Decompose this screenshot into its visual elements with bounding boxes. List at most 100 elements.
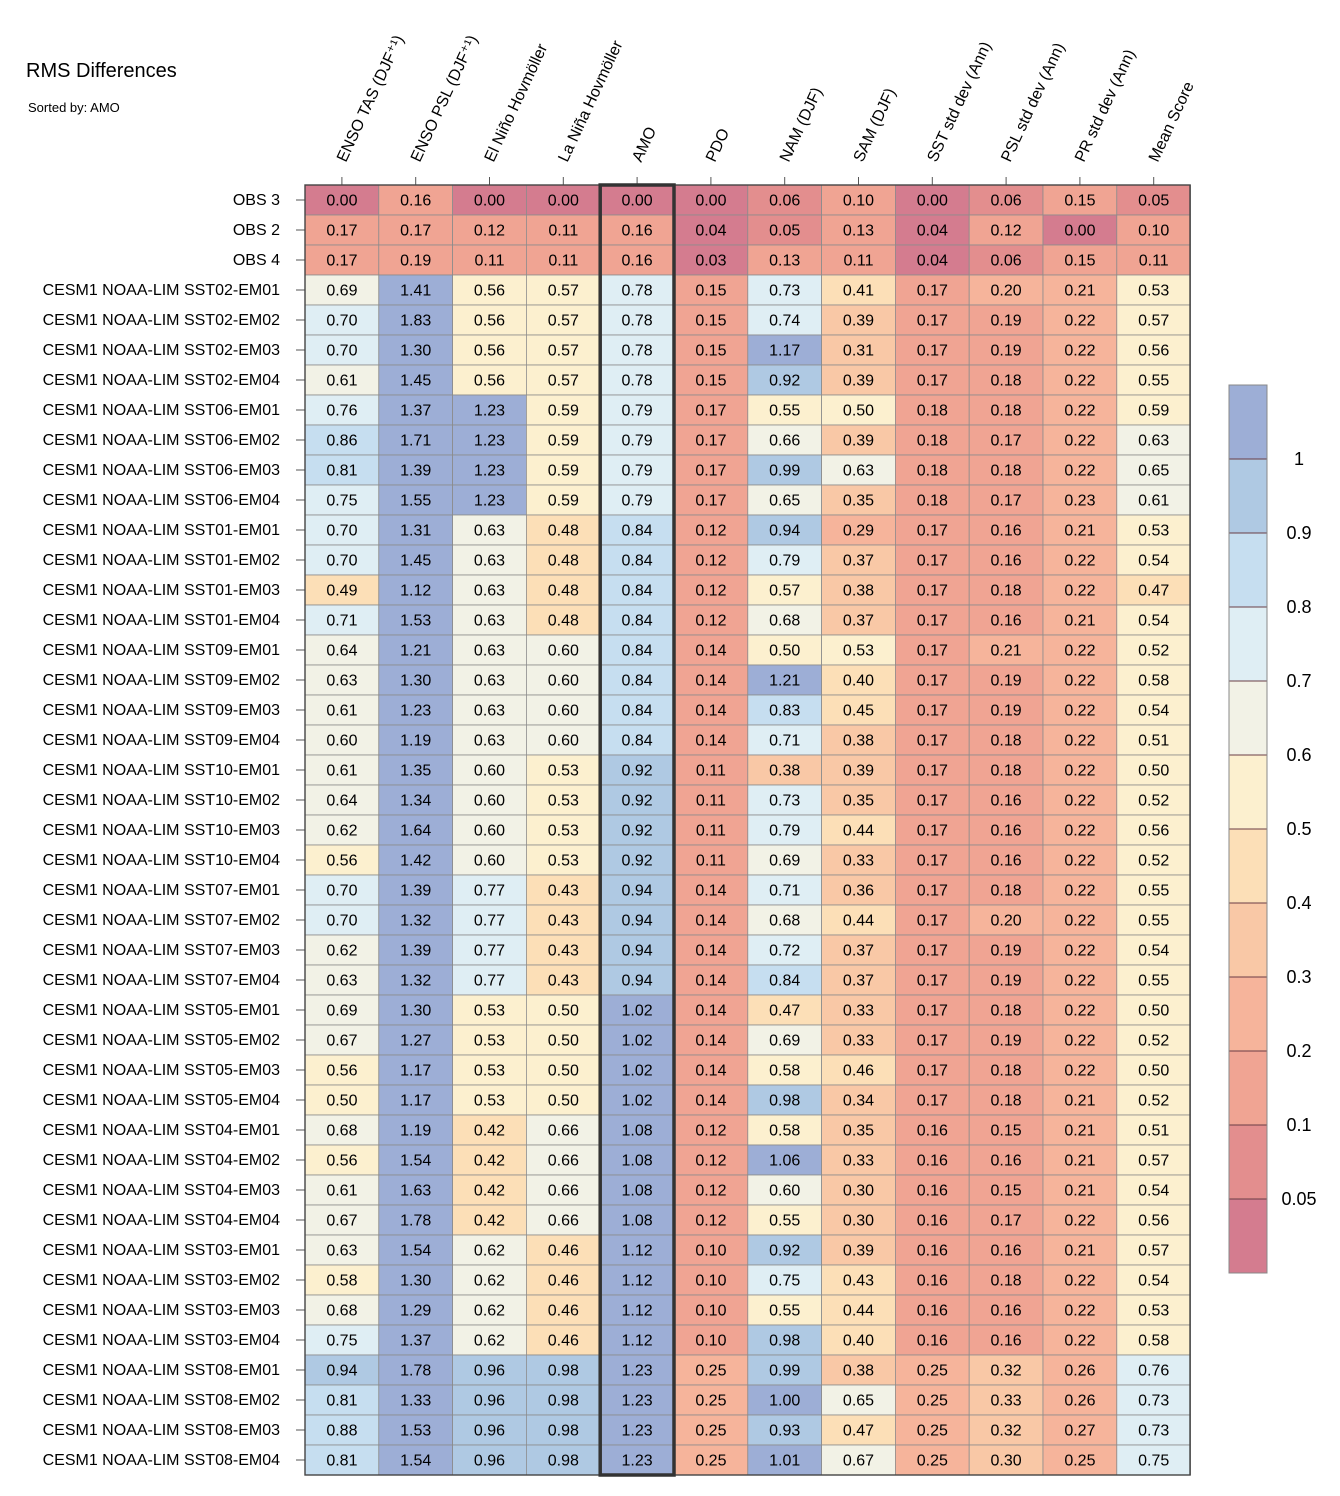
- heatmap-cell: [378, 304, 453, 336]
- cell-label: 0.00: [917, 193, 948, 210]
- cell-label: 0.72: [769, 943, 800, 960]
- heatmap-cell: [599, 604, 675, 636]
- heatmap-cell: [895, 1024, 970, 1056]
- cell-label: 0.17: [917, 1003, 948, 1020]
- heatmap-cell: [968, 364, 1044, 396]
- heatmap-cell: [673, 664, 749, 696]
- heatmap-cell: [968, 1114, 1044, 1146]
- cell-label: 1.08: [622, 1183, 653, 1200]
- column-headers: ENSO TAS (DJF⁺¹) ENSO PSL (DJF⁺¹) El Niño …: [334, 33, 1198, 185]
- colorbar-tick-label: 0.5: [1286, 819, 1311, 839]
- cell-label: 0.22: [1064, 943, 1095, 960]
- column-header: AMO: [629, 124, 660, 164]
- cell-label: 1.06: [769, 1153, 800, 1170]
- cell-label: 0.99: [769, 463, 800, 480]
- heatmap-cell: [526, 244, 601, 276]
- cell-label: 0.22: [1064, 643, 1095, 660]
- cell-label: 0.44: [843, 913, 874, 930]
- heatmap-cell: [378, 1024, 453, 1056]
- cell-label: 0.98: [769, 1093, 800, 1110]
- heatmap-cell: [378, 1144, 453, 1176]
- cell-label: 0.56: [1138, 823, 1169, 840]
- cell-label: 0.17: [917, 673, 948, 690]
- cell-label: 0.75: [326, 1333, 357, 1350]
- heatmap-cell: [821, 394, 896, 426]
- cell-label: 0.98: [548, 1393, 579, 1410]
- cell-label: 0.17: [917, 643, 948, 660]
- cell-label: 0.06: [991, 253, 1022, 270]
- cell-label: 0.11: [548, 223, 578, 240]
- heatmap-cell: [1042, 274, 1118, 306]
- cell-label: 0.18: [917, 403, 948, 420]
- cell-label: 0.75: [1138, 1453, 1169, 1470]
- heatmap-cell: [1042, 514, 1118, 546]
- cell-label: 0.66: [548, 1123, 579, 1140]
- heatmap-cell: [1116, 1444, 1192, 1476]
- column-header: SST std dev (Ann): [925, 39, 996, 164]
- heatmap-cell: [452, 544, 527, 576]
- cell-label: 1.23: [474, 403, 505, 420]
- colorbar-bin: [1229, 681, 1267, 755]
- cell-label: 0.05: [1138, 193, 1169, 210]
- cell-label: 0.14: [695, 643, 726, 660]
- heatmap-cell: [452, 424, 527, 456]
- heatmap-cell: [673, 394, 749, 426]
- row-label: CESM1 NOAA-LIM SST10-EM03: [43, 822, 281, 839]
- cell-label: 0.16: [991, 553, 1022, 570]
- heatmap-cell: [1116, 274, 1192, 306]
- heatmap-cell: [968, 184, 1044, 216]
- heatmap-cell: [526, 664, 601, 696]
- cell-label: 0.43: [548, 973, 579, 990]
- heatmap-cell: [1116, 1114, 1192, 1146]
- heatmap-cell: [1042, 1444, 1118, 1476]
- heatmap-cell: [599, 964, 675, 996]
- heatmap-cell: [1042, 664, 1118, 696]
- cell-label: 0.16: [991, 853, 1022, 870]
- cell-label: 0.57: [1138, 1153, 1169, 1170]
- cell-label: 0.55: [1138, 913, 1169, 930]
- cell-label: 0.71: [326, 613, 357, 630]
- heatmap-cell: [747, 814, 822, 846]
- cell-label: 0.17: [917, 283, 948, 300]
- cell-label: 0.22: [1064, 853, 1095, 870]
- cell-label: 0.96: [474, 1363, 505, 1380]
- cell-label: 0.17: [917, 343, 948, 360]
- heatmap-cell: [747, 1204, 822, 1236]
- cell-label: 0.43: [548, 913, 579, 930]
- heatmap-cell: [1116, 1054, 1192, 1086]
- cell-label: 1.19: [400, 1123, 431, 1140]
- cell-label: 0.18: [991, 1273, 1022, 1290]
- cell-label: 1.30: [400, 673, 431, 690]
- cell-label: 0.46: [548, 1303, 579, 1320]
- cell-label: 0.18: [991, 1003, 1022, 1020]
- cell-label: 0.22: [1064, 913, 1095, 930]
- cell-label: 0.22: [1064, 1003, 1095, 1020]
- heatmap-cell: [599, 664, 675, 696]
- cell-label: 0.21: [1064, 1123, 1095, 1140]
- cell-label: 0.31: [843, 343, 874, 360]
- heatmap-cell: [599, 1384, 675, 1416]
- heatmap-cell: [895, 664, 970, 696]
- cell-label: 0.92: [622, 823, 653, 840]
- cell-label: 0.25: [695, 1393, 726, 1410]
- cell-label: 0.63: [474, 523, 505, 540]
- heatmap-cell: [452, 724, 527, 756]
- heatmap-cell: [673, 1054, 749, 1086]
- cell-label: 0.35: [843, 1123, 874, 1140]
- cell-label: 0.84: [622, 703, 653, 720]
- cell-label: 1.17: [400, 1063, 431, 1080]
- cell-label: 0.61: [1138, 493, 1169, 510]
- cell-label: 0.61: [326, 373, 357, 390]
- cell-label: 0.98: [548, 1363, 579, 1380]
- cell-label: 0.56: [474, 283, 505, 300]
- cell-label: 1.32: [400, 973, 431, 990]
- cell-label: 0.60: [548, 643, 579, 660]
- heatmap-cell: [452, 1024, 527, 1056]
- cell-label: 1.02: [622, 1033, 653, 1050]
- cell-label: 0.53: [1138, 283, 1169, 300]
- cell-label: 0.62: [326, 823, 357, 840]
- cell-label: 0.45: [843, 703, 874, 720]
- column-header: ENSO PSL (DJF⁺¹): [408, 33, 482, 165]
- cell-label: 0.77: [474, 913, 505, 930]
- cell-label: 1.55: [400, 493, 431, 510]
